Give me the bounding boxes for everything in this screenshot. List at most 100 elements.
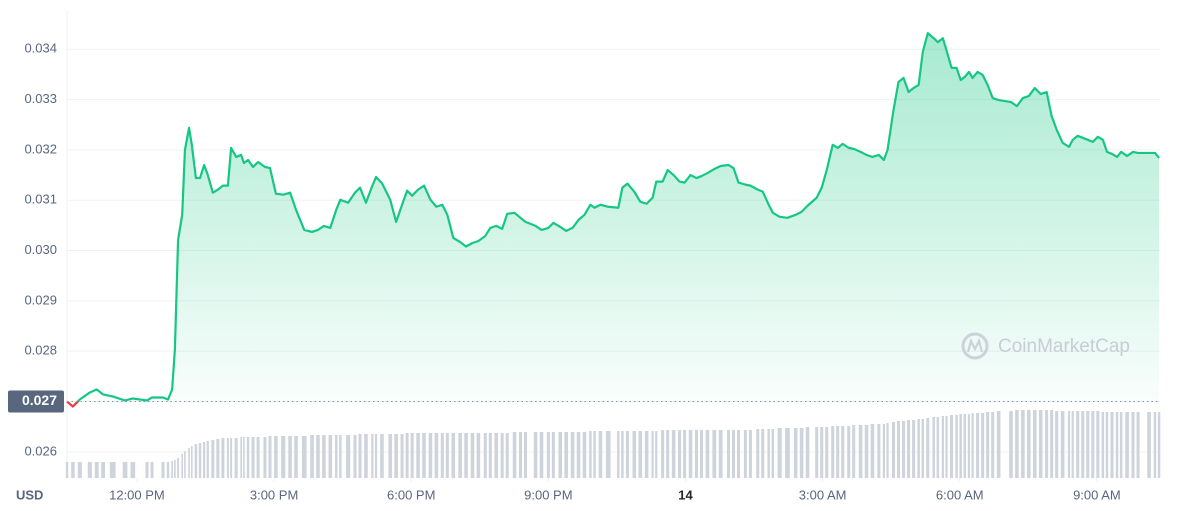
volume-bar: [712, 430, 717, 478]
volume-bar: [374, 434, 378, 478]
x-tick-label: 3:00 PM: [250, 487, 298, 502]
x-tick-label: 3:00 AM: [799, 487, 847, 502]
volume-bar: [941, 416, 944, 478]
volume-bar: [761, 429, 765, 478]
volume-bar: [177, 458, 180, 478]
volume-bar: [203, 442, 206, 478]
volume-bar: [576, 432, 581, 478]
volume-bar: [211, 440, 215, 478]
y-tick-label: 0.034: [24, 41, 57, 56]
volume-bar: [101, 462, 106, 478]
watermark-text: CoinMarketCap: [998, 336, 1130, 357]
y-tick-label: 0.029: [24, 292, 57, 307]
volume-bar: [1157, 412, 1161, 478]
volume-bar: [1131, 412, 1135, 478]
volume-bar: [464, 433, 468, 478]
volume-bar: [971, 413, 974, 478]
volume-bar: [470, 433, 475, 478]
volume-bar: [847, 426, 851, 478]
volume-bar: [161, 462, 165, 478]
volume-bar: [539, 432, 544, 478]
volume-bar: [322, 435, 326, 478]
volume-bar: [877, 424, 881, 478]
volume-bar: [886, 423, 889, 478]
volume-bar: [737, 430, 741, 478]
volume-bar: [335, 435, 338, 478]
volume-bar: [150, 462, 154, 478]
watermark-logo: [961, 332, 989, 360]
volume-bar: [564, 432, 568, 478]
volume-bar: [1081, 411, 1085, 478]
volume-bar: [625, 431, 629, 478]
volume-bar: [748, 430, 752, 478]
price-line: [66, 32, 1160, 408]
volume-bar: [94, 462, 99, 478]
volume-bar: [1086, 411, 1090, 478]
volume-bar: [756, 429, 760, 478]
volume-bar: [1115, 412, 1119, 478]
volume-bar: [617, 431, 620, 478]
watermark: CoinMarketCap: [961, 332, 1130, 360]
volume-bar: [190, 446, 193, 478]
volume-bar: [339, 435, 342, 478]
price-area: [77, 33, 1160, 402]
volume-bar: [206, 441, 209, 478]
volume-bar: [945, 416, 948, 478]
volume-bar: [353, 435, 357, 478]
volume-bar: [1055, 411, 1059, 478]
volume-bar: [122, 462, 128, 478]
volume-bar: [831, 426, 835, 478]
volume-bar: [852, 425, 856, 478]
volume-bar: [1050, 410, 1054, 478]
volume-bar: [726, 430, 730, 478]
volume-bar: [130, 462, 136, 478]
volume-bar: [1096, 411, 1100, 478]
volume-bar: [358, 434, 362, 478]
volume-bar: [651, 431, 654, 478]
volume-bar: [661, 430, 665, 478]
volume-bar: [858, 425, 863, 478]
y-tick-label: 0.031: [24, 192, 57, 207]
volume-bar: [986, 412, 990, 478]
volume-bar: [683, 430, 687, 478]
volume-bar: [294, 436, 298, 478]
volume-bar: [216, 439, 220, 478]
volume-bar: [1136, 412, 1140, 478]
volume-bar: [274, 436, 278, 478]
volume-bar: [405, 433, 409, 478]
volume-bar: [605, 431, 611, 478]
price-line-up: [67, 32, 1160, 402]
volume-bar: [505, 433, 509, 478]
volume-bar: [836, 426, 840, 478]
volume-bar: [841, 426, 845, 478]
volume-bar: [907, 420, 911, 478]
volume-bar: [198, 443, 202, 478]
volume-bar: [388, 434, 392, 478]
volume-bar: [1032, 410, 1037, 478]
volume-bar: [959, 414, 962, 478]
volume-bar: [936, 417, 940, 478]
volume-bar: [400, 434, 404, 478]
volume-bar: [598, 431, 603, 478]
volume-bar: [476, 433, 481, 478]
x-tick-label: 9:00 PM: [524, 487, 572, 502]
volume-bar: [483, 433, 487, 478]
volume-bar: [767, 429, 770, 478]
volume-bar: [234, 438, 238, 478]
volume-bar: [410, 433, 414, 478]
volume-bar: [589, 431, 592, 478]
y-tick-label: 0.026: [24, 443, 57, 458]
volume-bar: [870, 424, 875, 478]
axes: 0.026 0.027 0.028 0.029 0.030 0.031 0.032 0.033…: [8, 41, 1160, 502]
volume-bar: [655, 431, 658, 478]
volume-bar: [221, 438, 225, 478]
volume-bar: [678, 430, 682, 478]
volume-bar: [1153, 412, 1157, 478]
volume-bar: [981, 413, 985, 478]
y-tick-label: 0.032: [24, 141, 57, 156]
volume-bar: [912, 420, 916, 478]
volume-bar: [593, 431, 596, 478]
volume-bar: [243, 437, 245, 478]
volume-bar: [1015, 410, 1019, 478]
volume-bar: [688, 430, 693, 478]
